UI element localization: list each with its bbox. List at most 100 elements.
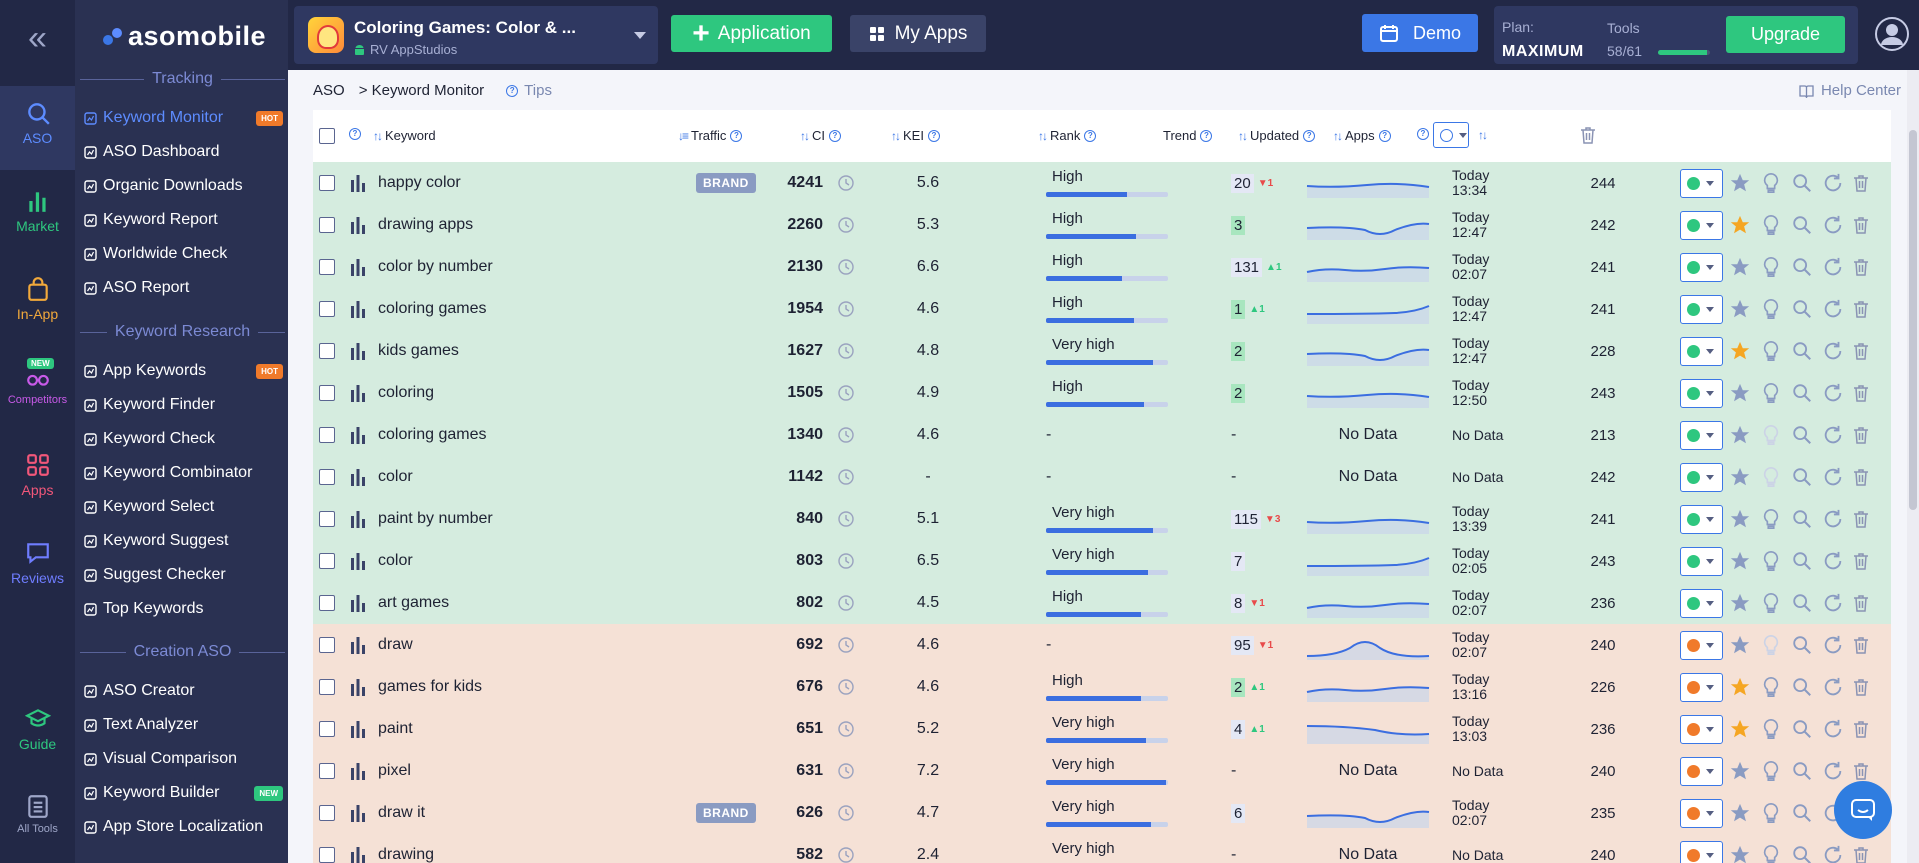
history-icon[interactable] <box>837 300 855 318</box>
keyword-text[interactable]: drawing apps <box>378 216 474 233</box>
table-row[interactable]: happy color BRAND 4241 5.6 High 20 ▼1 Today 1… <box>313 162 1891 204</box>
lightbulb-icon[interactable] <box>1760 634 1782 656</box>
breadcrumb-root[interactable]: ASO <box>313 82 345 99</box>
trend-sparkline[interactable] <box>1305 250 1431 284</box>
search-icon[interactable] <box>1791 424 1813 446</box>
table-row[interactable]: kids games 1627 4.8 Very high 2 Today 12:47… <box>313 330 1891 372</box>
trash-icon[interactable] <box>1853 342 1869 360</box>
rail-item-market[interactable]: Market <box>0 174 75 258</box>
refresh-icon[interactable] <box>1822 634 1844 656</box>
menu-item-top-keywords[interactable]: Top Keywords <box>83 594 283 624</box>
lightbulb-icon[interactable] <box>1760 550 1782 572</box>
row-checkbox[interactable] <box>319 469 335 485</box>
row-checkbox[interactable] <box>319 847 335 863</box>
app-selector[interactable]: Coloring Games: Color & ... RV AppStudio… <box>294 6 658 64</box>
stats-bars-icon[interactable] <box>350 804 366 822</box>
search-icon[interactable] <box>1791 592 1813 614</box>
lightbulb-icon[interactable] <box>1760 760 1782 782</box>
search-icon[interactable] <box>1791 508 1813 530</box>
support-chat-button[interactable] <box>1834 781 1892 839</box>
col-updated[interactable]: ↑↓ Updated? <box>1238 128 1316 143</box>
table-row[interactable]: draw it BRAND 626 4.7 Very high 6 Today 02:0… <box>313 792 1891 834</box>
refresh-icon[interactable] <box>1822 592 1844 614</box>
delete-all-button[interactable] <box>1580 126 1596 144</box>
menu-item-keyword-builder[interactable]: Keyword Builder NEW <box>83 778 283 808</box>
table-row[interactable]: color 1142 - - - No Data No Data 242 <box>313 456 1891 498</box>
stats-bars-icon[interactable] <box>350 426 366 444</box>
trash-icon[interactable] <box>1853 258 1869 276</box>
row-checkbox[interactable] <box>319 301 335 317</box>
row-checkbox[interactable] <box>319 553 335 569</box>
menu-item-app-keywords[interactable]: App Keywords HOT <box>83 356 283 386</box>
search-icon[interactable] <box>1791 256 1813 278</box>
menu-item-keyword-monitor[interactable]: Keyword Monitor HOT <box>83 103 283 133</box>
table-row[interactable]: coloring games 1340 4.6 - - No Data No Data 213 <box>313 414 1891 456</box>
lightbulb-icon[interactable] <box>1760 718 1782 740</box>
menu-item-keyword-check[interactable]: Keyword Check <box>83 424 283 454</box>
trash-icon[interactable] <box>1853 552 1869 570</box>
history-icon[interactable] <box>837 258 855 276</box>
color-label-select[interactable] <box>1680 798 1723 828</box>
row-checkbox[interactable] <box>319 763 335 779</box>
refresh-icon[interactable] <box>1822 424 1844 446</box>
asomobile-logo[interactable]: asomobile <box>102 18 266 54</box>
search-icon[interactable] <box>1791 466 1813 488</box>
stats-bars-icon[interactable] <box>350 678 366 696</box>
search-icon[interactable] <box>1791 760 1813 782</box>
lightbulb-icon[interactable] <box>1760 466 1782 488</box>
chevron-down-icon[interactable] <box>634 32 646 39</box>
trash-icon[interactable] <box>1853 216 1869 234</box>
menu-item-aso-dashboard[interactable]: ASO Dashboard <box>83 137 283 167</box>
stats-bars-icon[interactable] <box>350 594 366 612</box>
color-label-select[interactable] <box>1680 630 1723 660</box>
color-label-select[interactable] <box>1680 756 1723 786</box>
star-icon[interactable] <box>1729 550 1751 572</box>
menu-item-worldwide-check[interactable]: Worldwide Check <box>83 239 283 269</box>
stats-bars-icon[interactable] <box>350 846 366 863</box>
star-icon[interactable] <box>1729 172 1751 194</box>
menu-item-keyword-combinator[interactable]: Keyword Combinator <box>83 458 283 488</box>
stats-bars-icon[interactable] <box>350 384 366 402</box>
stats-bars-icon[interactable] <box>350 342 366 360</box>
help-icon[interactable]: ? <box>730 129 743 142</box>
rail-item-competitors[interactable]: Competitors NEW <box>0 350 75 434</box>
tips-link[interactable]: ? Tips <box>506 82 552 99</box>
rail-item-guide[interactable]: Guide <box>0 692 75 776</box>
upgrade-button[interactable]: Upgrade <box>1726 16 1845 53</box>
color-label-select[interactable] <box>1680 504 1723 534</box>
history-icon[interactable] <box>837 384 855 402</box>
lightbulb-icon[interactable] <box>1760 592 1782 614</box>
stats-bars-icon[interactable] <box>350 300 366 318</box>
star-icon[interactable] <box>1729 382 1751 404</box>
refresh-icon[interactable] <box>1822 718 1844 740</box>
color-label-select[interactable] <box>1680 840 1723 863</box>
row-checkbox[interactable] <box>319 595 335 611</box>
refresh-icon[interactable] <box>1822 340 1844 362</box>
keyword-text[interactable]: happy color <box>378 174 461 191</box>
refresh-icon[interactable] <box>1822 550 1844 572</box>
row-checkbox[interactable] <box>319 427 335 443</box>
stats-bars-icon[interactable] <box>350 216 366 234</box>
help-icon[interactable]: ? <box>927 129 940 142</box>
star-icon[interactable] <box>1729 676 1751 698</box>
scrollbar-thumb[interactable] <box>1909 130 1917 510</box>
history-icon[interactable] <box>837 468 855 486</box>
col-rank[interactable]: ↑↓ Rank? <box>1038 128 1097 143</box>
history-icon[interactable] <box>837 426 855 444</box>
stats-bars-icon[interactable] <box>350 762 366 780</box>
search-icon[interactable] <box>1791 298 1813 320</box>
refresh-icon[interactable] <box>1822 508 1844 530</box>
table-row[interactable]: drawing 582 2.4 Very high - No Data No Data 2… <box>313 834 1891 863</box>
stats-bars-icon[interactable] <box>350 468 366 486</box>
trend-sparkline[interactable] <box>1305 502 1431 536</box>
keyword-text[interactable]: coloring games <box>378 300 487 317</box>
star-icon[interactable] <box>1729 340 1751 362</box>
rail-item-reviews[interactable]: Reviews <box>0 526 75 610</box>
help-icon[interactable]: ? <box>1084 129 1097 142</box>
trash-icon[interactable] <box>1853 678 1869 696</box>
trash-icon[interactable] <box>1853 636 1869 654</box>
row-checkbox[interactable] <box>319 217 335 233</box>
history-icon[interactable] <box>837 552 855 570</box>
trend-sparkline[interactable] <box>1305 334 1431 368</box>
color-label-select[interactable] <box>1680 378 1723 408</box>
